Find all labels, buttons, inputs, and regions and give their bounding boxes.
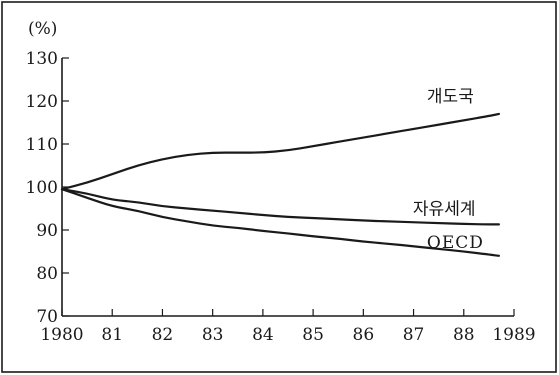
x-tick-label: 83: [202, 325, 224, 345]
y-axis-ticks: 70 80 90 100 110 120 130: [26, 49, 69, 327]
y-tick-label: 120: [26, 92, 58, 112]
x-tick-label: 84: [252, 325, 274, 345]
y-tick-label: 100: [26, 178, 58, 198]
y-tick-label: 110: [26, 135, 58, 155]
series-line-1: [60, 112, 500, 191]
x-tick-label: 1980: [40, 325, 83, 345]
y-tick-label: 70: [36, 307, 58, 327]
series-group: [60, 112, 500, 257]
x-tick-label: 86: [353, 325, 375, 345]
series-label-3: OECD: [427, 233, 484, 253]
x-tick-label: 82: [152, 325, 174, 345]
x-tick-label: 87: [403, 325, 425, 345]
y-tick-label: 130: [26, 49, 58, 69]
series-line-3: [60, 188, 500, 257]
y-axis-unit-label: (%): [28, 19, 57, 39]
x-tick-label: 81: [101, 325, 123, 345]
x-tick-label: 1989: [492, 325, 535, 345]
x-axis-ticks: 1980 81 82 83 84 85 86 87 88 1989: [40, 309, 536, 345]
x-tick-label: 88: [453, 325, 475, 345]
x-tick-label: 85: [302, 325, 324, 345]
y-tick-label: 80: [36, 264, 58, 284]
y-tick-label: 90: [36, 221, 58, 241]
series-line-2: [60, 188, 500, 226]
series-label-1: 개도국: [427, 87, 474, 107]
series-label-2: 자유세계: [413, 199, 476, 219]
